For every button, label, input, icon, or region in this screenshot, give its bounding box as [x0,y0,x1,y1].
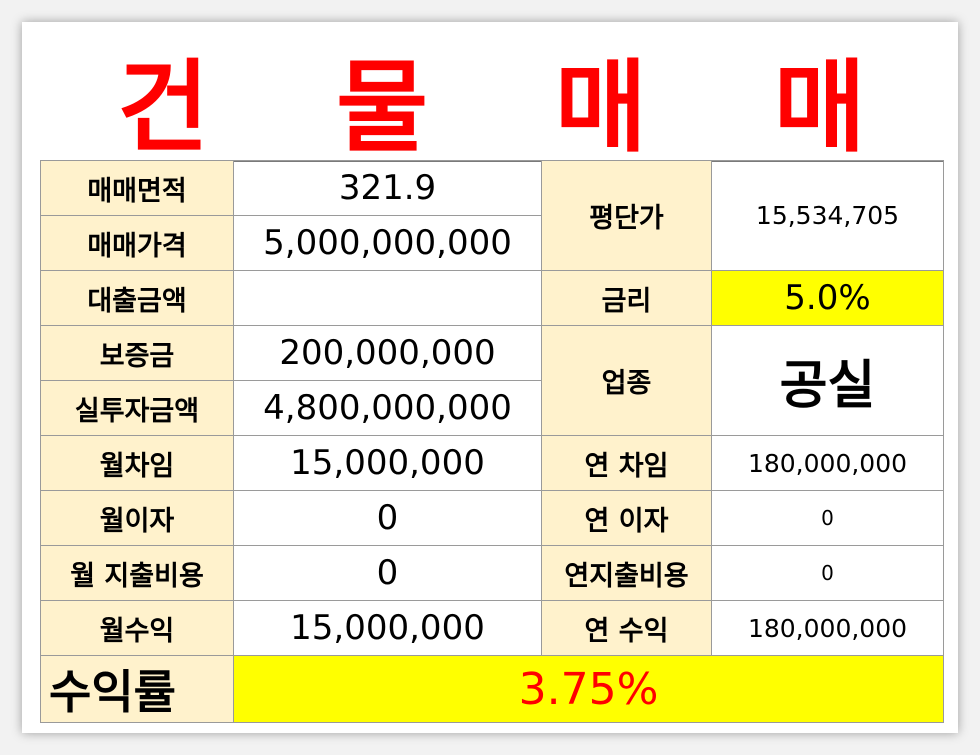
annual-expense-value: 0 [711,545,944,601]
document-frame: 건 물 매 매 매매면적 321.9 평단가 15,534,705 매매가격 5… [22,22,958,733]
actual-investment-label: 실투자금액 [40,380,234,436]
spreadsheet: 건 물 매 매 매매면적 321.9 평단가 15,534,705 매매가격 5… [40,36,944,723]
actual-investment-value: 4,800,000,000 [233,380,542,436]
annual-income-label: 연 수익 [541,600,712,656]
loan-value [233,270,542,326]
loan-label: 대출금액 [40,270,234,326]
business-type-value: 공실 [711,325,944,436]
monthly-rent-value: 15,000,000 [233,435,542,491]
area-label: 매매면적 [40,160,234,216]
price-label: 매매가격 [40,215,234,271]
table-row: 대출금액 금리 5.0% [40,270,944,326]
deposit-label: 보증금 [40,325,234,381]
table-row: 수익률 3.75% [40,655,944,723]
monthly-expense-value: 0 [233,545,542,601]
price-per-pyeong-label: 평단가 [541,160,712,271]
area-value: 321.9 [233,160,542,216]
monthly-rent-label: 월차임 [40,435,234,491]
annual-expense-label: 연지출비용 [541,545,712,601]
table-row: 매매면적 321.9 평단가 15,534,705 [40,160,944,271]
yield-value: 3.75% [233,655,944,723]
table-row: 보증금 200,000,000 업종 공실 [40,325,944,436]
price-per-pyeong-value: 15,534,705 [711,160,944,271]
price-value: 5,000,000,000 [233,215,542,271]
monthly-interest-label: 월이자 [40,490,234,546]
monthly-income-label: 월수익 [40,600,234,656]
page-title: 건 물 매 매 [40,36,943,166]
table-row: 월 지출비용 0 연지출비용 0 [40,545,944,601]
monthly-interest-value: 0 [233,490,542,546]
building-sale-table: 매매면적 321.9 평단가 15,534,705 매매가격 5,000,000… [40,160,944,723]
table-row: 월차임 15,000,000 연 차임 180,000,000 [40,435,944,491]
annual-interest-label: 연 이자 [541,490,712,546]
annual-rent-value: 180,000,000 [711,435,944,491]
table-row: 월수익 15,000,000 연 수익 180,000,000 [40,600,944,656]
interest-rate-value: 5.0% [711,270,944,326]
annual-income-value: 180,000,000 [711,600,944,656]
monthly-income-value: 15,000,000 [233,600,542,656]
yield-label: 수익률 [40,655,234,723]
deposit-value: 200,000,000 [233,325,542,381]
interest-rate-label: 금리 [541,270,712,326]
table-row: 월이자 0 연 이자 0 [40,490,944,546]
monthly-expense-label: 월 지출비용 [40,545,234,601]
annual-interest-value: 0 [711,490,944,546]
annual-rent-label: 연 차임 [541,435,712,491]
business-type-label: 업종 [541,325,712,436]
